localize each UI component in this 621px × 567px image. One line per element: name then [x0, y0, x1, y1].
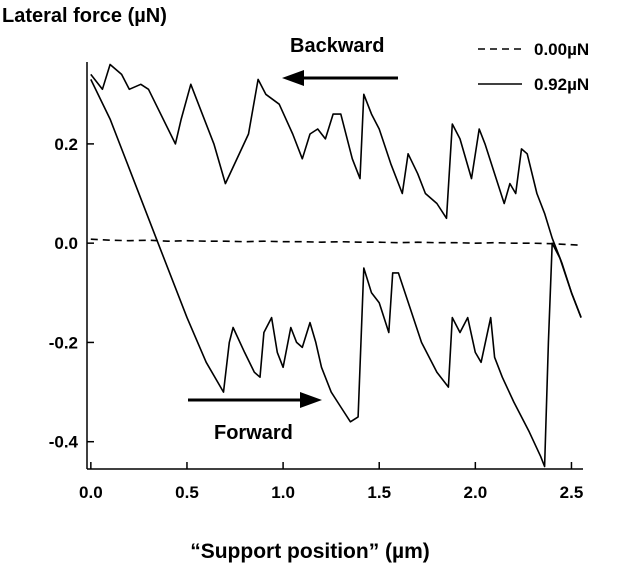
x-tick-label: 0.0 — [79, 483, 103, 502]
y-ticks: 0.2 0.0 -0.2 -0.4 — [49, 135, 94, 452]
x-tick-label: 2.0 — [464, 483, 488, 502]
forward-arrow-head — [300, 392, 322, 408]
series-line-dashed — [90, 238, 582, 246]
x-axis-label: “Support position” (µm) — [190, 540, 430, 563]
y-tick-label: -0.2 — [49, 333, 78, 352]
x-ticks: 0.0 0.5 1.0 1.5 2.0 2.5 — [79, 462, 583, 502]
y-tick-label: 0.0 — [54, 234, 78, 253]
series-line-solid — [90, 79, 582, 468]
backward-arrow-head — [282, 70, 304, 86]
legend-label-solid: 0.92µN — [534, 75, 589, 94]
x-tick-label: 1.0 — [271, 483, 295, 502]
series-line-solid — [90, 63, 582, 318]
series-lines — [90, 63, 582, 468]
x-tick-label: 1.5 — [367, 483, 391, 502]
legend: 0.00µN 0.92µN — [478, 40, 589, 94]
forward-label: Forward — [214, 422, 293, 444]
chart-title: Lateral force (µN) — [2, 5, 167, 27]
y-tick-label: -0.4 — [49, 433, 79, 452]
backward-annotation: Backward — [282, 35, 398, 86]
x-tick-label: 2.5 — [560, 483, 584, 502]
forward-annotation: Forward — [188, 392, 322, 444]
backward-label: Backward — [290, 35, 385, 57]
y-tick-label: 0.2 — [54, 135, 78, 154]
x-tick-label: 0.5 — [175, 483, 199, 502]
legend-label-dashed: 0.00µN — [534, 40, 589, 59]
